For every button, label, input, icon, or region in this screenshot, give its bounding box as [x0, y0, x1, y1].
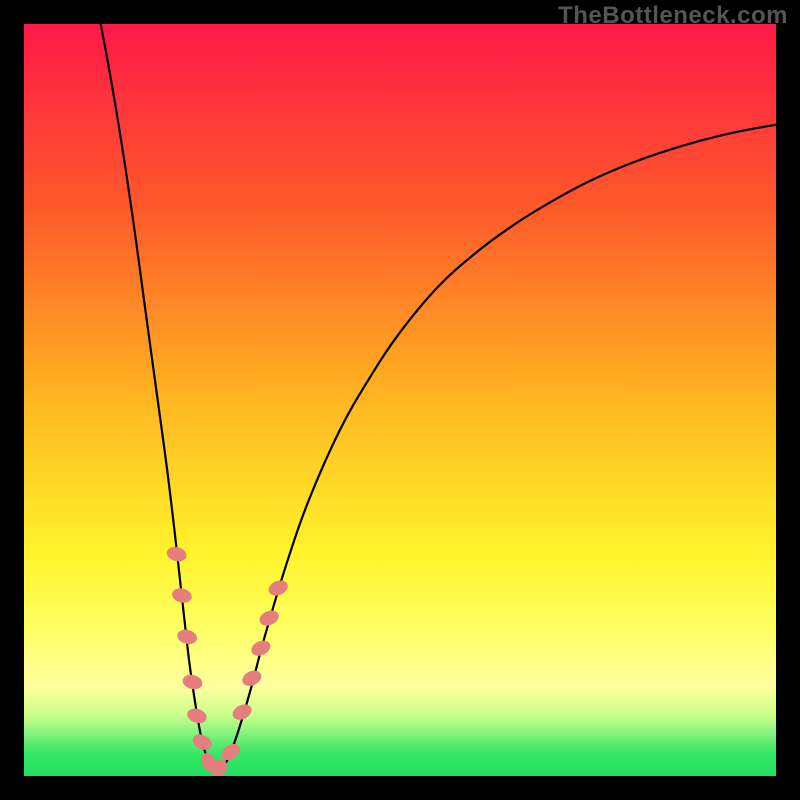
plot-background — [24, 24, 776, 776]
chart-frame: TheBottleneck.com — [0, 0, 800, 800]
watermark-text: TheBottleneck.com — [558, 2, 788, 30]
bottleneck-chart — [0, 0, 800, 800]
